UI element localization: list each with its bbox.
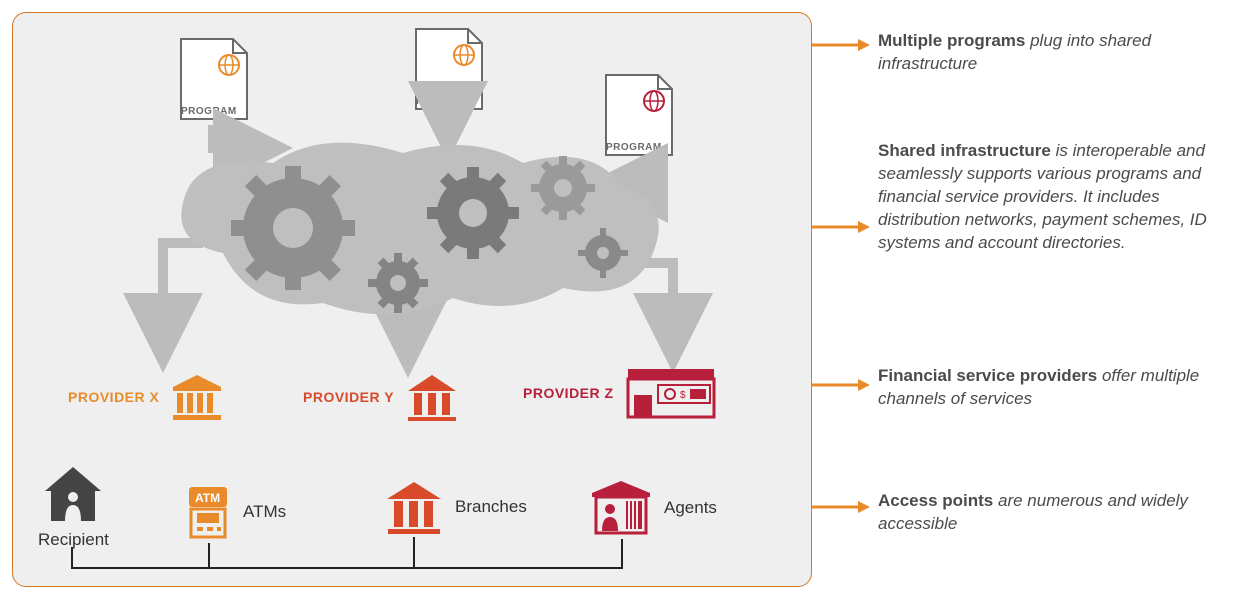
conn-vertical-recipient bbox=[71, 547, 73, 567]
caption-bold: Multiple programs bbox=[878, 31, 1025, 50]
conn-v-atm bbox=[208, 543, 210, 567]
access-label: Agents bbox=[664, 498, 717, 518]
svg-text:ATM: ATM bbox=[195, 491, 220, 505]
branch-icon bbox=[383, 479, 445, 535]
storefront-icon: $ bbox=[624, 365, 718, 421]
access-label: Branches bbox=[455, 497, 527, 517]
provider-z: PROVIDER Z $ bbox=[523, 365, 718, 421]
caption-bold: Financial service providers bbox=[878, 366, 1097, 385]
provider-x: PROVIDER X bbox=[68, 373, 225, 421]
provider-label: PROVIDER Z bbox=[523, 385, 614, 401]
conn-v-branch bbox=[413, 537, 415, 567]
caption-arrow-2 bbox=[812, 220, 872, 234]
caption-arrow-4 bbox=[812, 500, 872, 514]
conn-v-agent bbox=[621, 539, 623, 567]
atm-icon: ATM bbox=[183, 483, 233, 541]
recipient: Recipient bbox=[38, 463, 109, 550]
bank-roof-icon bbox=[404, 373, 460, 421]
svg-text:$: $ bbox=[680, 390, 686, 401]
provider-label: PROVIDER X bbox=[68, 389, 159, 405]
agent-booth-icon bbox=[588, 479, 654, 537]
program-doc-1: PROGRAM bbox=[173, 35, 255, 123]
caption-4: Access points are numerous and widely ac… bbox=[878, 490, 1218, 536]
program-doc-2: PROGRAM bbox=[408, 25, 490, 113]
program-label: PROGRAM bbox=[181, 106, 237, 117]
access-atms: ATM ATMs bbox=[183, 483, 286, 541]
caption-arrow-3 bbox=[812, 378, 872, 392]
conn-horizontal bbox=[71, 567, 623, 569]
access-label: ATMs bbox=[243, 502, 286, 522]
recipient-label: Recipient bbox=[38, 530, 109, 550]
bank-columns-icon bbox=[169, 373, 225, 421]
access-branches: Branches bbox=[383, 479, 527, 535]
provider-label: PROVIDER Y bbox=[303, 389, 394, 405]
gears-cloud bbox=[163, 133, 683, 323]
caption-arrow-1 bbox=[812, 38, 872, 52]
caption-bold: Shared infrastructure bbox=[878, 141, 1051, 160]
diagram-container: PROGRAM PROGRAM PROGRAM bbox=[12, 12, 812, 587]
caption-2: Shared infrastructure is interoperable a… bbox=[878, 140, 1218, 255]
caption-3: Financial service providers offer multip… bbox=[878, 365, 1218, 411]
recipient-house-icon bbox=[39, 463, 107, 523]
caption-1: Multiple programs plug into shared infra… bbox=[878, 30, 1218, 76]
provider-y: PROVIDER Y bbox=[303, 373, 460, 421]
caption-bold: Access points bbox=[878, 491, 993, 510]
program-label: PROGRAM bbox=[416, 96, 472, 107]
access-agents: Agents bbox=[588, 479, 717, 537]
